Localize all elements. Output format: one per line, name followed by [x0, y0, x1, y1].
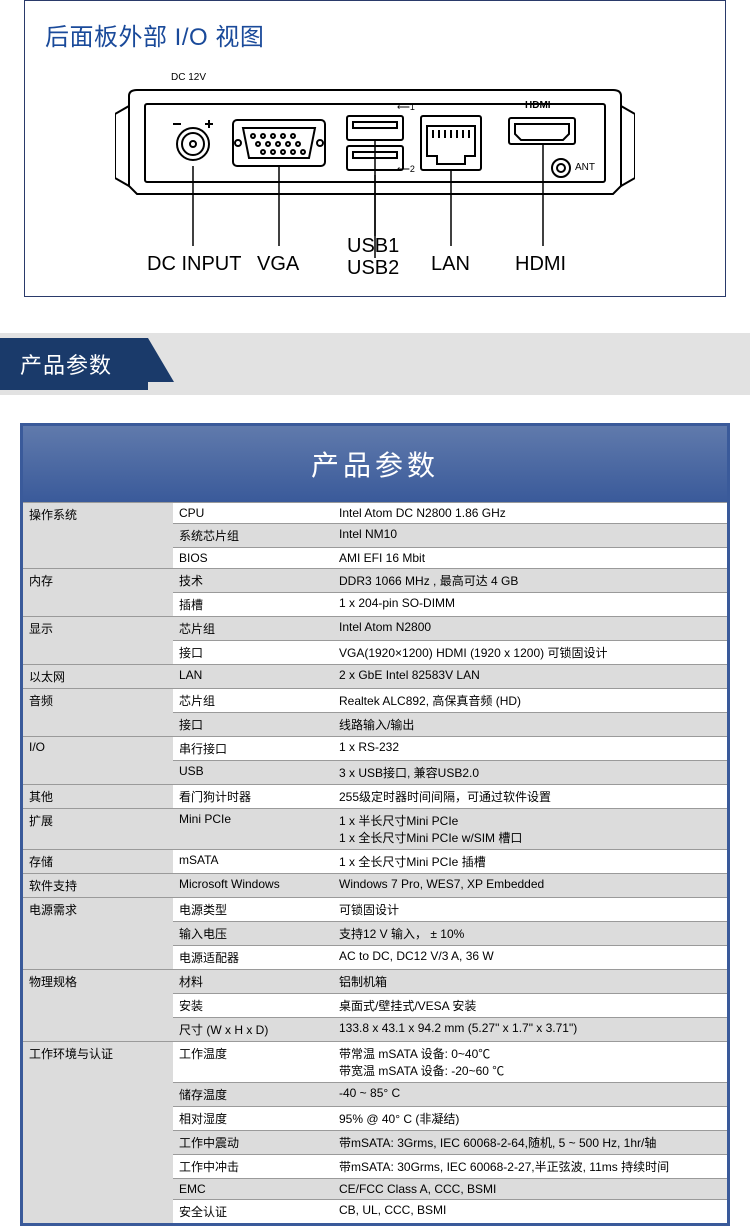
callout-dcinput: DC INPUT: [147, 253, 241, 276]
spec-value: 带mSATA: 3Grms, IEC 60068-2-64,随机, 5 ~ 50…: [333, 1131, 727, 1155]
spec-category: 以太网: [23, 665, 173, 689]
spec-value: 1 x 204-pin SO-DIMM: [333, 593, 727, 617]
callout-vga: VGA: [257, 253, 299, 276]
spec-category: 工作环境与认证: [23, 1042, 173, 1224]
spec-subkey: 相对湿度: [173, 1107, 333, 1131]
spec-subkey: 工作中震动: [173, 1131, 333, 1155]
table-row: I/O串行接口1 x RS-232: [23, 737, 727, 761]
spec-subkey: Mini PCIe: [173, 809, 333, 850]
spec-value: 带mSATA: 30Grms, IEC 60068-2-27,半正弦波, 11m…: [333, 1155, 727, 1179]
spec-value: 带常温 mSATA 设备: 0~40℃带宽温 mSATA 设备: -20~60 …: [333, 1042, 727, 1083]
spec-category: 物理规格: [23, 970, 173, 1042]
spec-value: Intel Atom DC N2800 1.86 GHz: [333, 503, 727, 524]
spec-value: 可锁固设计: [333, 898, 727, 922]
spec-value: 2 x GbE Intel 82583V LAN: [333, 665, 727, 689]
spec-value: 95% @ 40° C (非凝结): [333, 1107, 727, 1131]
spec-subkey: 储存温度: [173, 1083, 333, 1107]
table-row: 操作系统CPUIntel Atom DC N2800 1.86 GHz: [23, 503, 727, 524]
spec-subkey: USB: [173, 761, 333, 785]
spec-subkey: 工作温度: [173, 1042, 333, 1083]
spec-value: Intel NM10: [333, 524, 727, 548]
spec-subkey: 芯片组: [173, 689, 333, 713]
spec-subkey: 接口: [173, 713, 333, 737]
spec-subkey: 芯片组: [173, 617, 333, 641]
spec-category: 音频: [23, 689, 173, 737]
table-row: 内存技术DDR3 1066 MHz , 最高可达 4 GB: [23, 569, 727, 593]
spec-table-title: 产品参数: [23, 426, 727, 502]
spec-value: 铝制机箱: [333, 970, 727, 994]
spec-value: Intel Atom N2800: [333, 617, 727, 641]
spec-value: 255级定时器时间间隔，可通过软件设置: [333, 785, 727, 809]
spec-subkey: BIOS: [173, 548, 333, 569]
table-row: 物理规格材料铝制机箱: [23, 970, 727, 994]
spec-subkey: 工作中冲击: [173, 1155, 333, 1179]
spec-subkey: 插槽: [173, 593, 333, 617]
spec-value: Windows 7 Pro, WES7, XP Embedded: [333, 874, 727, 898]
spec-value: 桌面式/壁挂式/VESA 安装: [333, 994, 727, 1018]
table-row: 显示芯片组Intel Atom N2800: [23, 617, 727, 641]
spec-subkey: EMC: [173, 1179, 333, 1200]
table-row: 存储mSATA1 x 全长尺寸Mini PCIe 插槽: [23, 850, 727, 874]
table-row: 软件支持Microsoft WindowsWindows 7 Pro, WES7…: [23, 874, 727, 898]
spec-subkey: 看门狗计时器: [173, 785, 333, 809]
spec-value: 支持12 V 输入， ± 10%: [333, 922, 727, 946]
spec-value: DDR3 1066 MHz , 最高可达 4 GB: [333, 569, 727, 593]
spec-category: 电源需求: [23, 898, 173, 970]
io-diagram: DC 12V ⟵1 ⟵2 HDMI ANT DC INPUT VGA USB1 …: [55, 66, 695, 276]
spec-subkey: 安全认证: [173, 1200, 333, 1224]
spec-subkey: 安装: [173, 994, 333, 1018]
io-title: 后面板外部 I/O 视图: [45, 17, 705, 52]
spec-value: 1 x RS-232: [333, 737, 727, 761]
spec-subkey: 输入电压: [173, 922, 333, 946]
spec-subkey: 系统芯片组: [173, 524, 333, 548]
spec-subkey: LAN: [173, 665, 333, 689]
table-row: 扩展Mini PCIe1 x 半长尺寸Mini PCIe1 x 全长尺寸Mini…: [23, 809, 727, 850]
spec-category: 内存: [23, 569, 173, 617]
spec-subkey: 尺寸 (W x H x D): [173, 1018, 333, 1042]
spec-category: 其他: [23, 785, 173, 809]
table-row: 音频芯片组Realtek ALC892, 高保真音频 (HD): [23, 689, 727, 713]
spec-value: CB, UL, CCC, BSMI: [333, 1200, 727, 1224]
spec-table-container: 产品参数 操作系统CPUIntel Atom DC N2800 1.86 GHz…: [20, 423, 730, 1226]
spec-subkey: Microsoft Windows: [173, 874, 333, 898]
spec-category: 扩展: [23, 809, 173, 850]
spec-subkey: 电源类型: [173, 898, 333, 922]
spec-subkey: 技术: [173, 569, 333, 593]
spec-subkey: 电源适配器: [173, 946, 333, 970]
spec-category: 存储: [23, 850, 173, 874]
spec-value: VGA(1920×1200) HDMI (1920 x 1200) 可锁固设计: [333, 641, 727, 665]
table-row: 电源需求电源类型可锁固设计: [23, 898, 727, 922]
spec-value: 133.8 x 43.1 x 94.2 mm (5.27" x 1.7" x 3…: [333, 1018, 727, 1042]
spec-value: 1 x 半长尺寸Mini PCIe1 x 全长尺寸Mini PCIe w/SIM…: [333, 809, 727, 850]
spec-subkey: 材料: [173, 970, 333, 994]
section-header-strip: 产品参数: [0, 333, 750, 395]
callout-usb1: USB1: [347, 235, 399, 258]
spec-category: 显示: [23, 617, 173, 665]
table-row: 工作环境与认证工作温度带常温 mSATA 设备: 0~40℃带宽温 mSATA …: [23, 1042, 727, 1083]
spec-value: 1 x 全长尺寸Mini PCIe 插槽: [333, 850, 727, 874]
table-row: 其他看门狗计时器255级定时器时间间隔，可通过软件设置: [23, 785, 727, 809]
spec-category: I/O: [23, 737, 173, 785]
spec-subkey: CPU: [173, 503, 333, 524]
spec-value: Realtek ALC892, 高保真音频 (HD): [333, 689, 727, 713]
callout-hdmi: HDMI: [515, 253, 566, 276]
spec-subkey: 接口: [173, 641, 333, 665]
spec-category: 操作系统: [23, 503, 173, 569]
callout-lan: LAN: [431, 253, 470, 276]
spec-value: 线路输入/输出: [333, 713, 727, 737]
callout-usb2: USB2: [347, 257, 399, 280]
io-panel-box: 后面板外部 I/O 视图: [24, 0, 726, 297]
spec-value: -40 ~ 85° C: [333, 1083, 727, 1107]
spec-value: AMI EFI 16 Mbit: [333, 548, 727, 569]
section-header: 产品参数: [0, 338, 148, 390]
spec-subkey: mSATA: [173, 850, 333, 874]
spec-value: 3 x USB接口, 兼容USB2.0: [333, 761, 727, 785]
spec-category: 软件支持: [23, 874, 173, 898]
spec-subkey: 串行接口: [173, 737, 333, 761]
spec-table: 操作系统CPUIntel Atom DC N2800 1.86 GHz系统芯片组…: [23, 502, 727, 1223]
spec-value: CE/FCC Class A, CCC, BSMI: [333, 1179, 727, 1200]
table-row: 以太网LAN2 x GbE Intel 82583V LAN: [23, 665, 727, 689]
spec-value: AC to DC, DC12 V/3 A, 36 W: [333, 946, 727, 970]
